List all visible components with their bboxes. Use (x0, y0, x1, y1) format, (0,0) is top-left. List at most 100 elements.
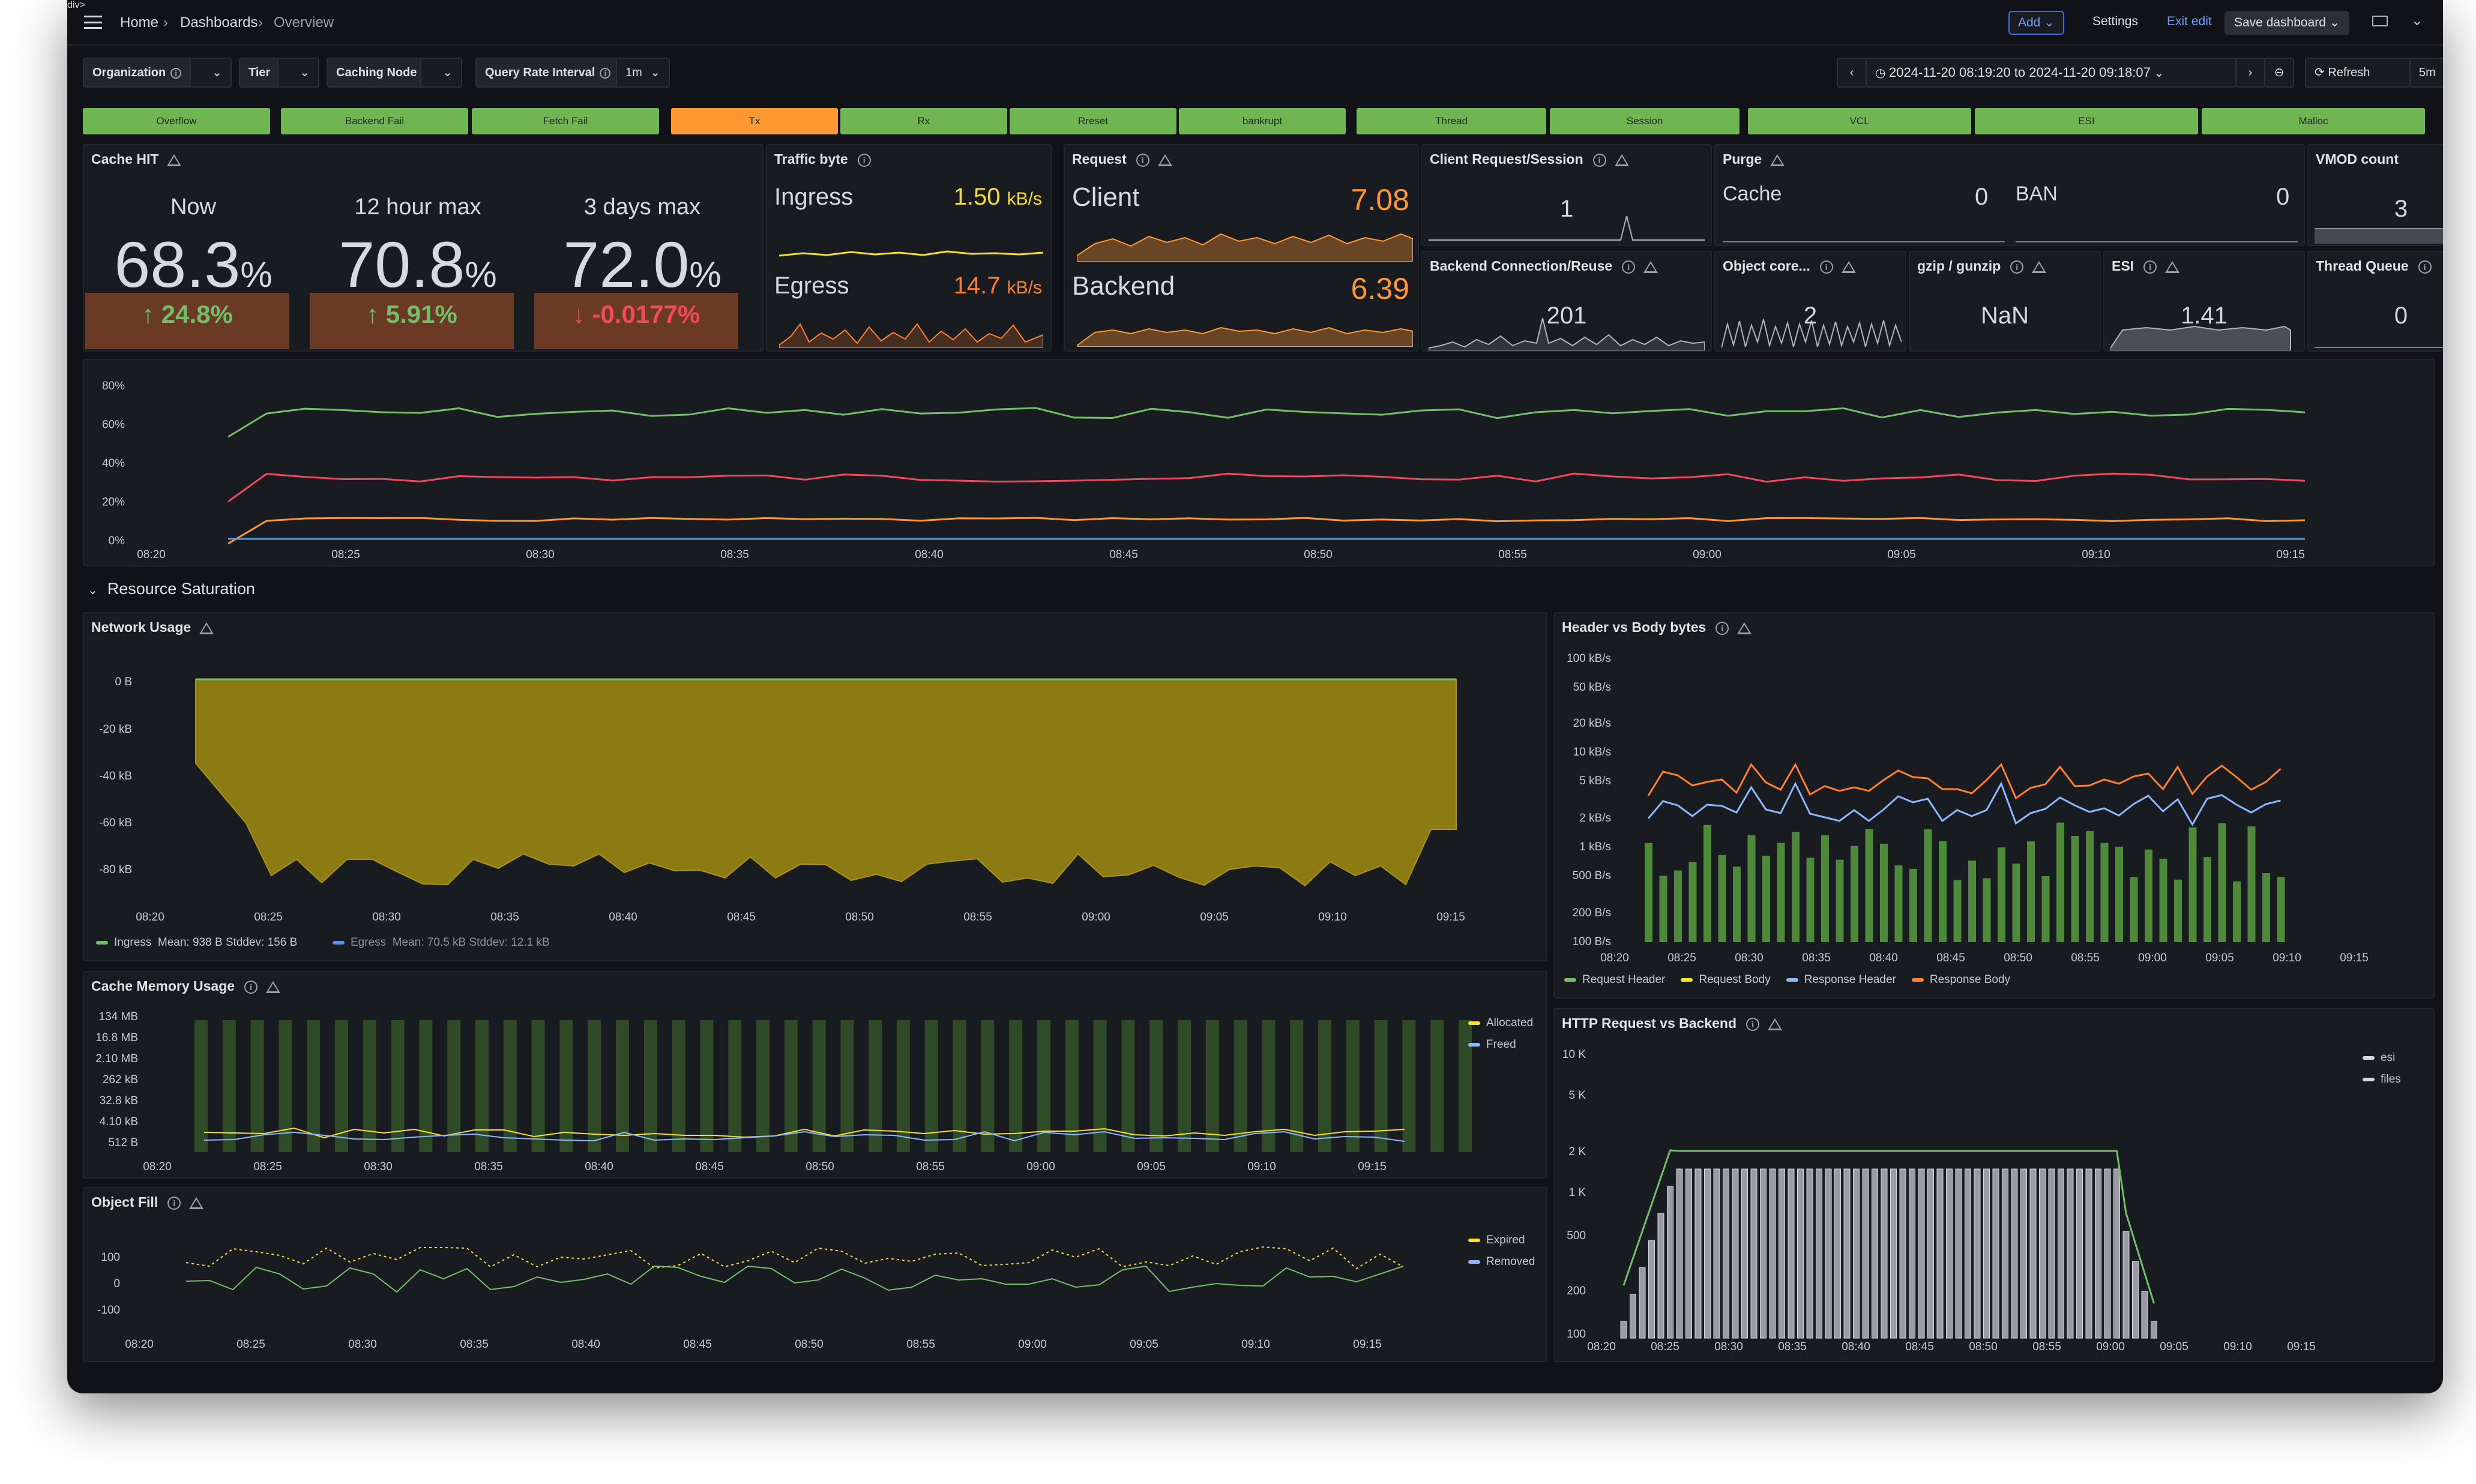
node-variable-select[interactable]: ⌄ (420, 58, 462, 88)
status-bar-backend-fail[interactable]: Backend Fail (281, 108, 468, 134)
purge-panel[interactable]: Purge Cache 0 BAN 0 (1714, 144, 2305, 246)
esi-bar (1992, 1168, 1999, 1339)
vmod-count-panel[interactable]: VMOD count 3 (2307, 144, 2443, 246)
network-usage-panel[interactable]: Network Usage 0 B -20 kB -40 kB -60 kB -80 k… (83, 612, 1547, 961)
esi-bar (1946, 1168, 1953, 1339)
thread-queue-panel[interactable]: Thread Queue i 0 (2307, 251, 2443, 352)
response-body-line (1647, 762, 2282, 800)
esi-stat-panel[interactable]: ESI i 1.41 (2103, 251, 2305, 352)
status-bar-bankrupt[interactable]: bankrupt (1179, 108, 1346, 134)
tier-variable-select[interactable]: ⌄ (277, 58, 319, 88)
request-header-bar (2262, 873, 2270, 942)
qri-variable-select[interactable]: 1m ⌄ (616, 58, 670, 88)
x-axis-label: 09:05 (1887, 548, 1916, 561)
esi-bar (2095, 1168, 2101, 1339)
legend-expired[interactable]: Expired (1468, 1234, 1525, 1247)
arrow-up-icon: ↑ (142, 300, 155, 328)
legend-esi[interactable]: esi (2363, 1051, 2395, 1065)
x-axis-label: 09:15 (1358, 1161, 1387, 1173)
refresh-interval-select[interactable]: 5m (2409, 58, 2443, 88)
ingress-sparkline (779, 250, 1043, 257)
thread-queue-sparkline (2315, 347, 2443, 348)
status-bar-vcl[interactable]: VCL (1748, 108, 1971, 134)
request-header-bar (1806, 858, 1815, 942)
legend-allocated[interactable]: Allocated (1468, 1017, 1533, 1030)
org-variable-select[interactable]: ⌄ (190, 58, 232, 88)
legend-item[interactable]: Response Body (1911, 973, 2010, 986)
allocated-bar (1205, 1020, 1219, 1152)
gzip-panel[interactable]: gzip / gunzip i NaN (1909, 251, 2101, 352)
tv-mode-icon[interactable] (2372, 16, 2388, 26)
settings-button[interactable]: Settings (2092, 14, 2138, 28)
request-header-bar (1865, 829, 1873, 942)
chevron-down-icon[interactable]: ⌄ (2411, 11, 2424, 29)
request-panel[interactable]: Request i Client 7.08 Backend 6.39 (1064, 144, 1419, 352)
cache-memory-panel[interactable]: Cache Memory Usage i 134 MB 16.8 MB 2.10 MB… (83, 971, 1547, 1179)
response-header-line (1647, 781, 2281, 827)
x-axis-label: 08:40 (571, 1338, 600, 1351)
time-shift-back-button[interactable]: ‹ (1837, 58, 1867, 88)
status-bar-malloc[interactable]: Malloc (2202, 108, 2425, 134)
time-range-picker[interactable]: ◷ 2024-11-20 08:19:20 to 2024-11-20 09:1… (1866, 58, 2237, 88)
status-bar-overflow[interactable]: Overflow (83, 108, 270, 134)
legend-removed[interactable]: Removed (1468, 1255, 1535, 1269)
refresh-button[interactable]: ⟳ Refresh (2305, 58, 2411, 88)
object-core-panel[interactable]: Object core... i 2 (1714, 251, 1906, 352)
cache-hit-col-label: Now (170, 194, 217, 220)
legend-item[interactable]: Response Header (1786, 973, 1896, 986)
status-bar-rx[interactable]: Rx (840, 108, 1007, 134)
time-shift-forward-button[interactable]: › (2235, 58, 2265, 88)
legend-item[interactable]: Request Body (1681, 973, 1771, 986)
status-bar-tx[interactable]: Tx (671, 108, 838, 134)
x-axis-label: 08:30 (1735, 952, 1764, 964)
zoom-out-icon[interactable]: ⊖ (2264, 58, 2294, 88)
purge-cache-label: Cache (1723, 182, 1782, 205)
allocated-bar (1093, 1020, 1107, 1152)
http-request-panel[interactable]: HTTP Request vs Backend i 10 K 5 K 2 K 1 K 50… (1553, 1008, 2435, 1362)
y-axis-label: -20 kB (99, 723, 132, 736)
x-axis-label: 09:10 (2273, 952, 2301, 964)
backend-connection-sparkline (1429, 317, 1705, 350)
legend-ingress[interactable]: Ingress Mean: 938 B Stddev: 156 B (96, 936, 297, 949)
allocated-bar (419, 1020, 433, 1152)
request-header-bar (1851, 846, 1858, 942)
removed-line (185, 1265, 1404, 1293)
save-dashboard-button[interactable]: Save dashboard ⌄ (2224, 11, 2350, 35)
esi-bar (1769, 1168, 1776, 1339)
traffic-byte-panel[interactable]: Traffic byte i Ingress 1.50 kB/s Egress 1… (766, 144, 1052, 352)
cache-hit-timeseries-panel[interactable]: 80% 60% 40% 20% 0% 08:20 08:25 08:30 08:35 08:40 0… (83, 359, 2435, 566)
warning-icon (1768, 1018, 1783, 1030)
breadcrumb-separator: › (163, 14, 168, 31)
menu-icon[interactable] (84, 16, 102, 29)
legend-freed[interactable]: Freed (1468, 1038, 1516, 1051)
breadcrumb-dashboards[interactable]: Dashboards (180, 14, 258, 31)
allocated-bar (756, 1020, 770, 1152)
backend-connection-panel[interactable]: Backend Connection/Reuse i 201 (1421, 251, 1712, 352)
status-bar-fetch-fail[interactable]: Fetch Fail (472, 108, 659, 134)
cache-memory-chart: 134 MB 16.8 MB 2.10 MB 262 kB 32.8 kB 4.10 kB… (95, 1011, 1472, 1173)
request-header-bar (2086, 831, 2094, 942)
x-axis-label: 08:40 (1869, 952, 1898, 964)
legend-item[interactable]: Request Header (1564, 973, 1665, 986)
status-bar-rreset[interactable]: Rreset (1010, 108, 1176, 134)
x-axis-label: 09:00 (1082, 911, 1110, 924)
request-header-bar (2247, 826, 2256, 942)
status-bar-esi[interactable]: ESI (1975, 108, 2198, 134)
x-axis-label: 08:30 (364, 1161, 393, 1173)
header-body-panel[interactable]: Header vs Body bytes i 100 kB/s 50 kB/s 20 … (1553, 612, 2435, 999)
legend-files[interactable]: files (2363, 1073, 2401, 1086)
section-resource-saturation[interactable]: ⌄ Resource Saturation (88, 580, 255, 598)
object-fill-panel[interactable]: Object Fill i 100 0 -100 08:20 08:25 08:30 08:3… (83, 1187, 1547, 1362)
x-axis-label: 08:25 (253, 1161, 282, 1173)
esi-value: 1.41 (2181, 302, 2227, 329)
breadcrumb-home[interactable]: Home (120, 14, 159, 31)
object-fill-chart: 100 0 -100 08:20 08:25 08:30 08:35 08:40 08:45 08… (97, 1246, 1404, 1351)
status-bar-thread[interactable]: Thread (1357, 108, 1546, 134)
client-session-panel[interactable]: Client Request/Session i 1 (1421, 144, 1712, 246)
status-bar-session[interactable]: Session (1550, 108, 1740, 134)
add-button[interactable]: Add ⌄ (2008, 11, 2064, 35)
info-icon: i (2010, 260, 2024, 274)
legend-egress[interactable]: Egress Mean: 70.5 kB Stddev: 12.1 kB (333, 936, 550, 949)
exit-edit-button[interactable]: Exit edit (2167, 14, 2212, 28)
y-axis-label: 500 (1567, 1230, 1586, 1242)
